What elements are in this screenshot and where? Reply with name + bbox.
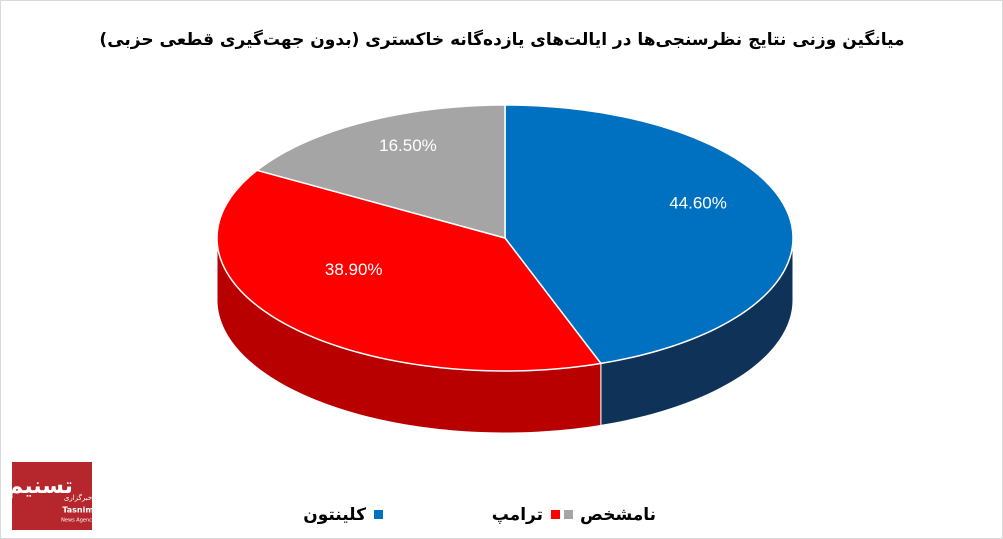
logo-mark: تسنیم: [7, 474, 73, 499]
slice: [255, 104, 506, 239]
legend-label: کلینتون: [303, 505, 366, 525]
logo-text: خبرگزاری: [64, 493, 92, 502]
slice: [504, 104, 794, 365]
chart-title: میانگین وزنی نتایج نظرسنجی‌ها در ایالت‌ه…: [99, 29, 904, 50]
logo-text: News Agency: [61, 518, 95, 524]
logo: تسنیم خبرگزاری Tasnim News Agency: [7, 462, 95, 530]
legend-swatch: [551, 510, 560, 519]
logo-text: Tasnim: [62, 506, 93, 515]
legend-label: ترامپ: [492, 505, 543, 525]
value-label: 16.50%: [379, 136, 437, 155]
slice: [216, 169, 603, 372]
legend-swatch: [564, 510, 573, 519]
logo-box: [12, 462, 92, 530]
legend-label: نامشخص: [580, 505, 656, 525]
value-label: 38.90%: [325, 260, 383, 279]
legend-swatch: [374, 510, 383, 519]
value-label: 44.60%: [669, 194, 727, 213]
